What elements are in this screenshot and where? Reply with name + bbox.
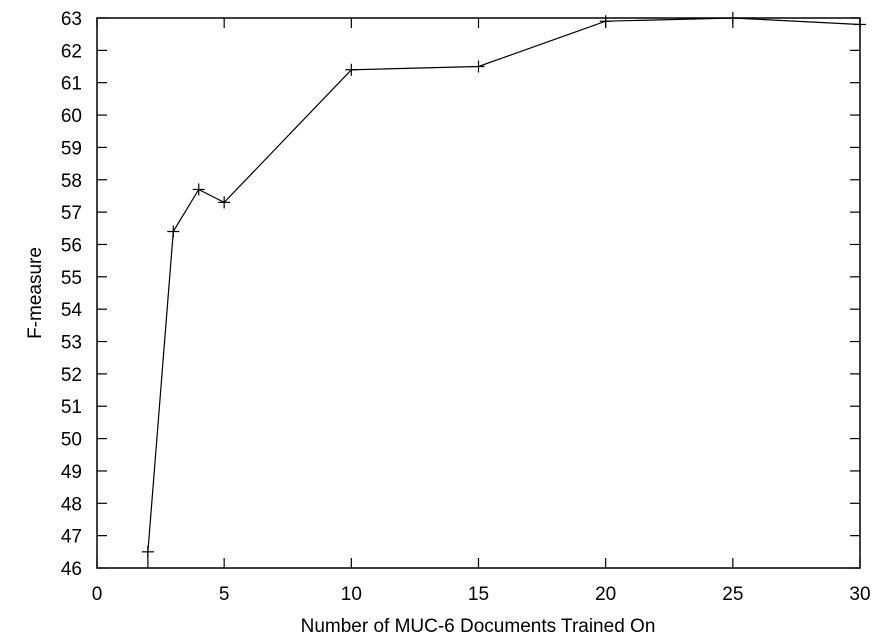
x-tick-label: 10 [341, 584, 362, 605]
y-tick-label: 57 [61, 203, 82, 224]
series-markers [141, 12, 866, 558]
x-tick-label: 25 [722, 584, 743, 605]
y-tick-label: 56 [61, 235, 82, 256]
plot-frame [96, 17, 861, 569]
x-tick-label: 15 [468, 584, 489, 605]
data-point-marker [854, 18, 866, 31]
y-tick-label: 50 [61, 430, 82, 451]
x-tick-label: 20 [595, 584, 616, 605]
axis-ticks [96, 17, 861, 569]
data-point-marker [141, 545, 154, 558]
data-point-marker [192, 183, 205, 196]
y-axis-title: F-measure [25, 247, 46, 339]
y-tick-label: 54 [61, 300, 83, 321]
y-tick-label: 49 [61, 462, 82, 483]
data-point-marker [345, 63, 358, 76]
x-axis-title: Number of MUC-6 Documents Trained On [301, 616, 656, 637]
y-tick-label: 48 [61, 494, 82, 515]
y-tick-label: 60 [61, 106, 82, 127]
y-tick-label: 52 [61, 365, 82, 386]
y-tick-label: 58 [61, 171, 82, 192]
y-tick-label: 46 [61, 559, 82, 580]
y-tick-label: 53 [61, 333, 82, 354]
y-tick-label: 47 [61, 527, 82, 548]
y-tick-labels: 46 47 48 49 50 51 52 53 54 55 56 57 58 59 60 61 62 63 [61, 9, 83, 580]
x-tick-label: 0 [92, 584, 103, 605]
data-point-marker [218, 196, 231, 209]
x-tick-label: 5 [219, 584, 230, 605]
y-tick-label: 51 [61, 397, 82, 418]
data-point-marker [599, 15, 612, 28]
y-tick-label: 61 [61, 74, 82, 95]
x-tick-labels: 0 5 10 15 20 25 30 [92, 584, 871, 605]
series-line [147, 17, 861, 568]
x-tick-label: 30 [849, 584, 870, 605]
data-point-marker [726, 12, 739, 24]
y-tick-label: 62 [61, 41, 82, 62]
y-tick-label: 63 [61, 9, 82, 30]
data-point-marker [167, 225, 180, 238]
y-tick-label: 55 [61, 268, 82, 289]
data-point-marker [472, 60, 485, 73]
y-tick-label: 59 [61, 138, 82, 159]
